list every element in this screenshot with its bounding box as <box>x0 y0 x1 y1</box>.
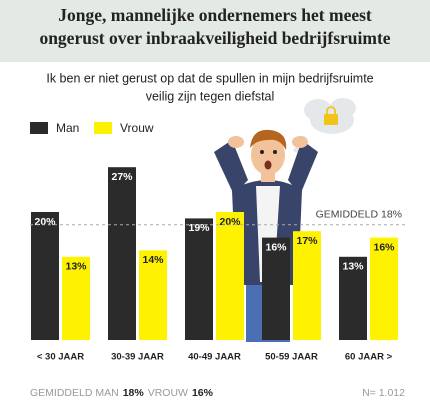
value-label: 19% <box>188 222 210 234</box>
footer-averages: GEMIDDELD MAN 18% VROUW 16% <box>30 387 214 399</box>
category-label: 40-49 JAAR <box>188 352 241 363</box>
subtitle-line-2: veilig zijn tegen diefstal <box>146 89 275 103</box>
subtitle-line-1: Ik ben er niet gerust op dat de spullen … <box>46 71 373 85</box>
footer-text: GEMIDDELD MAN <box>30 387 119 399</box>
title-line-1: Jonge, mannelijke ondernemers het meest <box>58 5 372 25</box>
bar <box>31 212 59 340</box>
bar <box>293 231 321 340</box>
value-label: 13% <box>65 261 87 273</box>
category-label: 50-59 JAAR <box>265 352 318 363</box>
value-label: 16% <box>265 241 287 253</box>
value-label: 16% <box>373 241 395 253</box>
value-label: 20% <box>219 216 241 228</box>
bar <box>370 237 398 340</box>
bar <box>339 256 367 340</box>
value-label: 17% <box>296 235 318 247</box>
bar <box>62 256 90 340</box>
legend-label: Vrouw <box>120 121 154 135</box>
title-line-2: ongerust over inbraakveiligheid bedrijfs… <box>39 28 390 48</box>
legend-swatch <box>30 122 48 134</box>
bar <box>185 218 213 340</box>
value-label: 13% <box>342 261 364 273</box>
value-label: 14% <box>142 254 164 266</box>
legend-label: Man <box>56 121 79 135</box>
legend-swatch <box>94 122 112 134</box>
footer-text: VROUW <box>148 387 188 399</box>
category-label: < 30 JAAR <box>37 352 84 363</box>
bar <box>108 167 136 340</box>
header-band <box>0 0 430 62</box>
footer-text: 18% <box>123 387 145 399</box>
footer-sample: N= 1.012 <box>362 387 405 399</box>
category-label: 60 JAAR > <box>345 352 393 363</box>
category-label: 30-39 JAAR <box>111 352 164 363</box>
bar <box>262 237 290 340</box>
bar <box>216 212 244 340</box>
footer-text: 16% <box>192 387 214 399</box>
bar <box>139 250 167 340</box>
value-label: 27% <box>111 171 133 183</box>
value-label: 20% <box>34 216 56 228</box>
reference-label: GEMIDDELD 18% <box>316 209 402 221</box>
